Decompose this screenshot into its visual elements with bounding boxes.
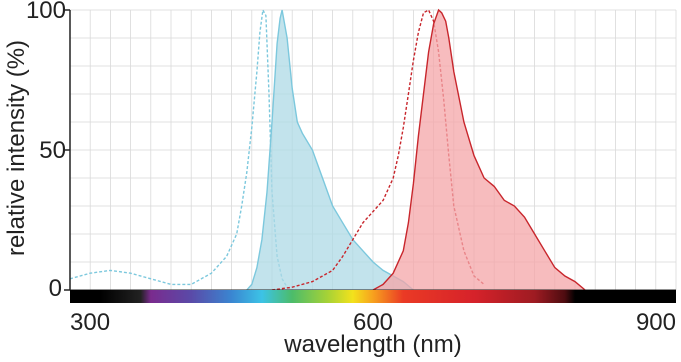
x-tick-label-900: 900 <box>636 309 676 336</box>
x-axis-label: wavelength (nm) <box>283 331 461 358</box>
series-blue-excitation-line <box>69 7 293 291</box>
spectrum-color-bar <box>70 290 676 303</box>
x-tick-label-600: 600 <box>353 309 393 336</box>
chart-grid <box>69 9 677 291</box>
y-tick-label-0: 0 <box>49 275 62 302</box>
series-blue-emission-area <box>246 10 414 290</box>
y-tick-label-100: 100 <box>26 0 66 24</box>
series-blue-emission-line <box>246 9 414 291</box>
y-axis-label: relative intensity (%) <box>3 40 30 256</box>
chart-series <box>69 7 586 291</box>
y-tick-label-50: 50 <box>39 137 66 164</box>
series-red-emission-area <box>373 10 586 290</box>
x-tick-label-300: 300 <box>70 309 110 336</box>
series-red-emission-line <box>372 8 586 291</box>
